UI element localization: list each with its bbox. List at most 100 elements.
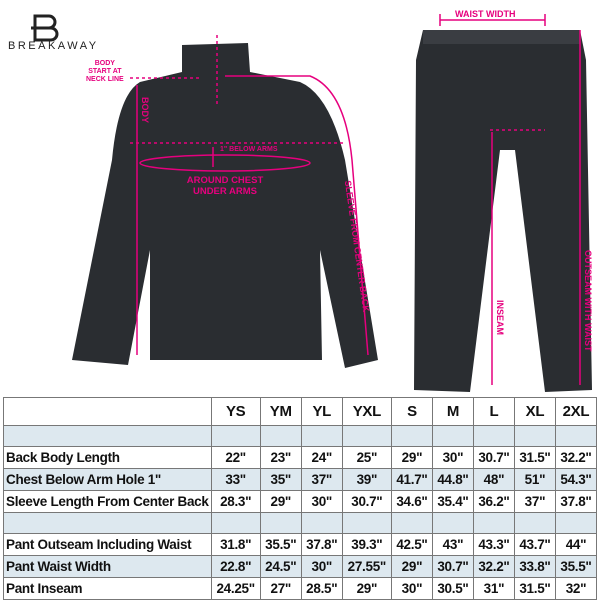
breakaway-logo xyxy=(31,14,59,42)
size-value: 25" xyxy=(341,446,392,469)
size-value: 35" xyxy=(259,468,302,491)
size-chart-table: YS YM YL YXL S M L XL 2XL Back Body Length 22" 23"… xyxy=(3,397,598,600)
size-value: 35.4" xyxy=(431,490,474,513)
size-value xyxy=(431,512,474,534)
body-label: BODY xyxy=(140,97,150,124)
size-value xyxy=(472,425,515,447)
size-value: 29" xyxy=(390,446,433,469)
brand-name: BREAKAWAY xyxy=(8,40,99,52)
chest-label: AROUND CHEST UNDER ARMS xyxy=(170,175,280,197)
size-value: 30" xyxy=(300,555,343,578)
below-arms-label: 1" BELOW ARMS xyxy=(220,146,278,153)
size-value: 43.7" xyxy=(513,533,556,556)
size-value: 30.7" xyxy=(341,490,392,513)
size-value: 39" xyxy=(341,468,392,491)
size-value: 44.8" xyxy=(431,468,474,491)
size-value xyxy=(554,425,598,447)
size-value: 29" xyxy=(390,555,433,578)
size-value xyxy=(472,512,515,534)
size-value: 48" xyxy=(472,468,515,491)
size-value xyxy=(210,512,261,534)
size-value: 30.5" xyxy=(431,577,474,600)
size-value: 35.5" xyxy=(554,555,598,578)
size-value: 24.25" xyxy=(210,577,261,600)
row-label: Chest Below Arm Hole 1" xyxy=(3,468,212,491)
pants-image xyxy=(414,30,592,392)
size-value: 30.7" xyxy=(472,446,515,469)
size-value: 39.3" xyxy=(341,533,392,556)
size-value: 28.5" xyxy=(300,577,343,600)
row-label xyxy=(3,512,212,534)
size-header: YS xyxy=(210,397,261,426)
row-label xyxy=(3,425,212,447)
size-value xyxy=(554,512,598,534)
size-header: 2XL xyxy=(554,397,598,426)
size-value: 33" xyxy=(210,468,261,491)
jacket-image xyxy=(72,43,378,368)
label-line: BODY xyxy=(94,60,115,67)
size-value: 31.5" xyxy=(513,446,556,469)
size-header: S xyxy=(390,397,433,426)
size-value: 30.7" xyxy=(431,555,474,578)
row-label: Pant Inseam xyxy=(3,577,212,600)
row-label: Back Body Length xyxy=(3,446,212,469)
table-row xyxy=(3,425,598,447)
size-value xyxy=(300,425,343,447)
size-value xyxy=(259,512,302,534)
size-value: 23" xyxy=(259,446,302,469)
table-row: Sleeve Length From Center Back 28.3" 29" 30… xyxy=(3,490,598,513)
size-value: 32.2" xyxy=(554,446,598,469)
size-value xyxy=(431,425,474,447)
size-value: 36.2" xyxy=(472,490,515,513)
size-value: 27" xyxy=(259,577,302,600)
size-value: 24.5" xyxy=(259,555,302,578)
size-value: 51" xyxy=(513,468,556,491)
table-row: Back Body Length 22" 23" 24" 25" 29" 30" 30.7" 3… xyxy=(3,446,598,469)
size-value xyxy=(390,425,433,447)
size-value: 30" xyxy=(390,577,433,600)
table-row xyxy=(3,512,598,534)
row-label: Sleeve Length From Center Back xyxy=(3,490,212,513)
size-value: 34.6" xyxy=(390,490,433,513)
size-value xyxy=(259,425,302,447)
size-value: 29" xyxy=(341,577,392,600)
size-value xyxy=(513,512,556,534)
size-value: 32.2" xyxy=(472,555,515,578)
table-row: Chest Below Arm Hole 1" 33" 35" 37" 39" 41.7"… xyxy=(3,468,598,491)
row-label: Pant Outseam Including Waist xyxy=(3,533,212,556)
measurement-lines xyxy=(130,14,581,385)
inseam-label: INSEAM xyxy=(495,300,505,336)
size-value: 24" xyxy=(300,446,343,469)
table-row: Pant Outseam Including Waist 31.8" 35.5" 37… xyxy=(3,533,598,556)
label-line: AROUND CHEST xyxy=(186,175,264,186)
size-value: 28.3" xyxy=(210,490,261,513)
size-value xyxy=(341,425,392,447)
size-header: YL xyxy=(300,397,343,426)
size-header: M xyxy=(431,397,474,426)
size-value: 29" xyxy=(259,490,302,513)
size-value: 22.8" xyxy=(210,555,261,578)
size-value xyxy=(513,425,556,447)
label-line: START AT xyxy=(88,68,122,75)
outseam-label: OUTSEAM WITH WAIST xyxy=(583,250,593,352)
size-value: 37.8" xyxy=(300,533,343,556)
waist-width-label: WAIST WIDTH xyxy=(455,9,516,19)
size-value xyxy=(300,512,343,534)
table-row: Pant Inseam 24.25" 27" 28.5" 29" 30" 30.5" 31" 3… xyxy=(3,577,598,600)
size-header: YXL xyxy=(341,397,392,426)
size-value xyxy=(210,425,261,447)
size-value xyxy=(390,512,433,534)
size-value: 30" xyxy=(431,446,474,469)
row-label: Pant Waist Width xyxy=(3,555,212,578)
size-header: L xyxy=(472,397,515,426)
size-value xyxy=(341,512,392,534)
size-value: 43.3" xyxy=(472,533,515,556)
size-value: 31" xyxy=(472,577,515,600)
size-value: 54.3" xyxy=(554,468,598,491)
label-line: NECK LINE xyxy=(86,76,124,83)
corner-cell xyxy=(3,397,212,426)
garment-illustration xyxy=(31,14,592,392)
size-value: 41.7" xyxy=(390,468,433,491)
size-value: 35.5" xyxy=(259,533,302,556)
size-header: XL xyxy=(513,397,556,426)
